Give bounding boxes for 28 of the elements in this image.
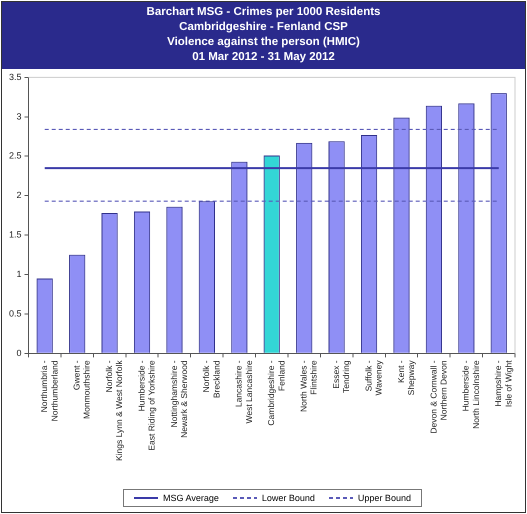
x-tick-label: Nottinghamshire - Newark & Sherwood: [168, 360, 189, 438]
x-tick-label: Devon & Cornwall - Northern Devon: [428, 360, 448, 434]
x-tick-label: Norfolk - Kings Lynn & West Norfolk: [104, 360, 124, 462]
x-tick-label: Hampshire - Isle of Wight: [493, 360, 514, 408]
x-tick-label: Humberside - North Lincolnshire: [460, 360, 481, 429]
x-tick-label: Essex - Tendring: [330, 360, 352, 393]
chart-title: Barchart MSG - Crimes per 1000 Residents: [146, 5, 382, 20]
y-tick-label: 3: [16, 111, 22, 122]
y-tick-label: 2: [16, 190, 22, 200]
y-tick-label: 2.5: [8, 150, 22, 161]
x-tick-label: Humberside - East Riding of Yorkshire: [136, 360, 157, 451]
y-tick-label: 1.5: [8, 230, 22, 240]
x-tick-label: Gwent - Monmouthshire: [72, 360, 92, 419]
legend-label: Upper Bound: [358, 493, 411, 503]
y-tick-label: 0.5: [8, 308, 22, 318]
legend-label: Lower Bound: [262, 493, 315, 503]
x-tick-label: Kent - Shepway: [396, 360, 416, 396]
x-tick-label: Northumbria - Northumberland: [39, 360, 60, 422]
x-tick-label: Cambridgeshire - Fenland: [266, 360, 286, 426]
x-tick-label: Norfolk - Breckland: [201, 360, 222, 398]
legend-label: MSG Average: [163, 493, 219, 503]
x-tick-label: Lancashire - West Lancashire: [234, 360, 254, 424]
x-tick-label: North Wales - Flintshire: [298, 360, 319, 412]
chart-subtitle: Cambridgeshire - Fenland CSP Violence against the person (HMIC) 01 Mar 2012 - 31 May 2012: [166, 20, 361, 65]
x-tick-label: Suffolk - Waveney: [363, 360, 384, 396]
y-tick-label: 3.5: [8, 72, 22, 82]
y-tick-label: 1: [16, 269, 22, 280]
y-tick-label: 0: [16, 348, 22, 358]
